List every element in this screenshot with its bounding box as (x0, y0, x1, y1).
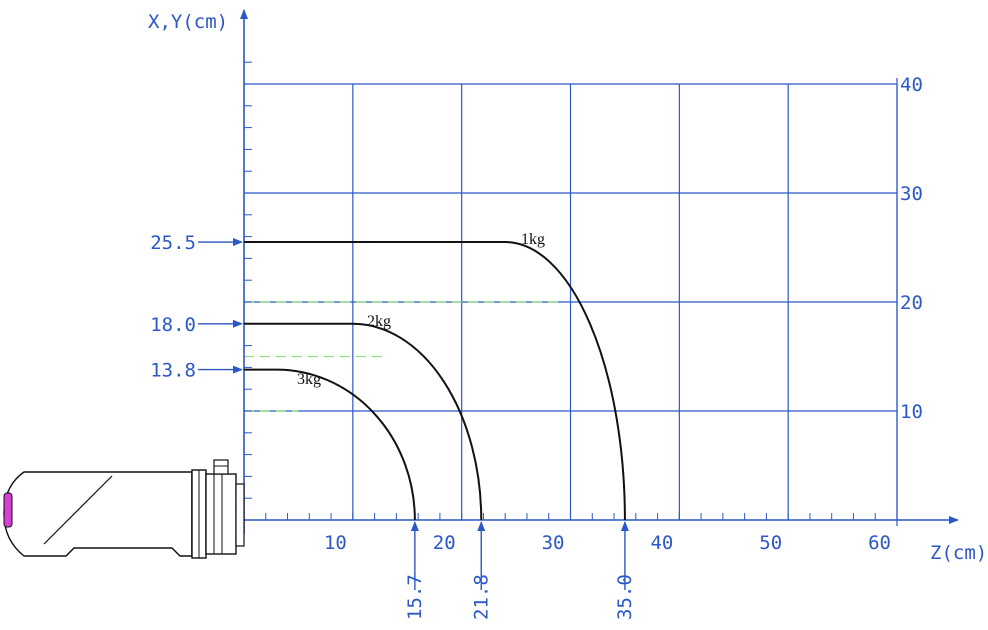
max-xy-label: 18.0 (150, 314, 196, 336)
series-curve-3kg (244, 368, 416, 521)
x-tick-label: 10 (324, 532, 347, 554)
max-z-label: 21.8 (470, 574, 492, 620)
gripper-device-icon (3, 459, 245, 559)
max-z-label: 35.0 (614, 574, 636, 620)
dashed-guides (244, 301, 560, 412)
x-tick-label: 30 (542, 532, 565, 554)
y-tick-label-right: 40 (900, 74, 923, 96)
max-z-label: 15.7 (404, 574, 426, 620)
y-axis-title: X,Y(cm) (148, 11, 228, 33)
chart-series (244, 241, 626, 521)
chart-annotations: 10 20 30 40 50 60 10 20 30 40 25.5 35.0 18.0 21.8 13.8… (150, 74, 923, 620)
curve-label-1kg: 1kg (521, 231, 545, 248)
x-tick-label: 20 (433, 532, 456, 554)
x-tick-label: 50 (759, 532, 782, 554)
max-xy-label: 13.8 (150, 360, 196, 382)
series-curve-2kg (244, 322, 483, 521)
curve-label-2kg: 2kg (367, 313, 391, 330)
y-tick-label-right: 10 (900, 401, 923, 423)
chart-axes (240, 9, 959, 534)
max-xy-label: 25.5 (150, 232, 196, 254)
x-axis-title: Z(cm) (930, 542, 987, 564)
x-tick-label: 60 (868, 532, 891, 554)
y-tick-label-right: 30 (900, 183, 923, 205)
series-curve-1kg (244, 241, 626, 521)
x-tick-label: 40 (650, 532, 673, 554)
curve-label-3kg: 3kg (297, 371, 321, 388)
y-tick-label-right: 20 (900, 292, 923, 314)
chart-grid (244, 78, 898, 526)
